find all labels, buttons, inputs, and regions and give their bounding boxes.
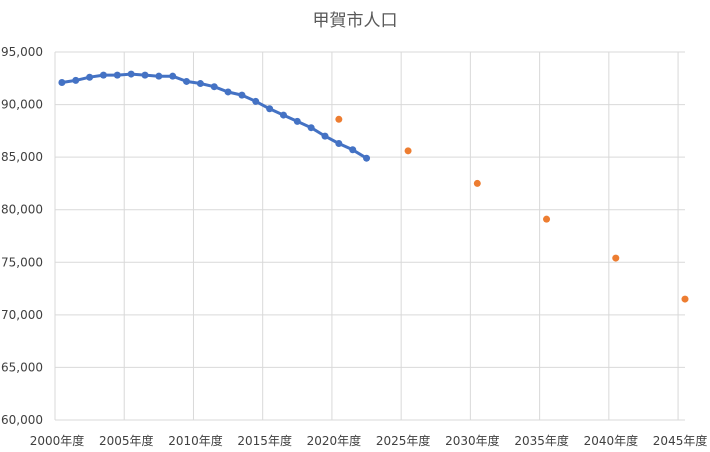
data-point [681,295,689,303]
data-point [196,80,204,88]
y-tick-label: 85,000 [1,150,43,164]
x-tick-label: 2005年度 [99,433,154,448]
y-tick-label: 60,000 [1,413,43,427]
x-tick-label: 2000年度 [30,433,85,448]
y-tick-label: 80,000 [1,203,43,217]
data-point [99,71,107,79]
y-tick-label: 95,000 [1,45,43,59]
chart-title: 甲賀市人口 [312,11,398,31]
data-point [612,254,620,262]
data-point [266,105,274,113]
data-point [279,111,287,119]
data-point [473,179,481,187]
data-point [113,71,121,79]
y-tick-label: 90,000 [1,98,43,112]
data-point [224,88,232,96]
data-point [404,147,412,155]
data-point [169,72,177,80]
x-tick-label: 2010年度 [168,433,223,448]
data-point [252,97,260,105]
data-point [321,132,329,140]
data-point [86,73,94,81]
x-tick-label: 2035年度 [514,433,569,448]
data-point [293,117,301,125]
y-tick-label: 75,000 [1,255,43,269]
x-tick-label: 2020年度 [307,433,362,448]
data-point [238,91,246,99]
data-point [183,77,191,85]
data-point [210,83,218,91]
y-tick-label: 65,000 [1,360,43,374]
data-point [141,71,149,79]
x-tick-label: 2030年度 [445,433,500,448]
x-tick-label: 2040年度 [584,433,639,448]
y-tick-label: 70,000 [1,308,43,322]
data-point [335,115,343,123]
x-tick-label: 2025年度 [376,433,431,448]
data-point [335,139,343,147]
data-point [349,146,357,154]
data-point [363,154,371,162]
data-point [127,70,135,78]
x-tick-label: 2015年度 [237,433,292,448]
data-point [155,72,163,80]
data-point [72,76,80,84]
x-tick-label: 2045年度 [653,433,708,448]
data-point [543,215,551,223]
data-point [307,124,315,132]
data-point [58,78,66,86]
